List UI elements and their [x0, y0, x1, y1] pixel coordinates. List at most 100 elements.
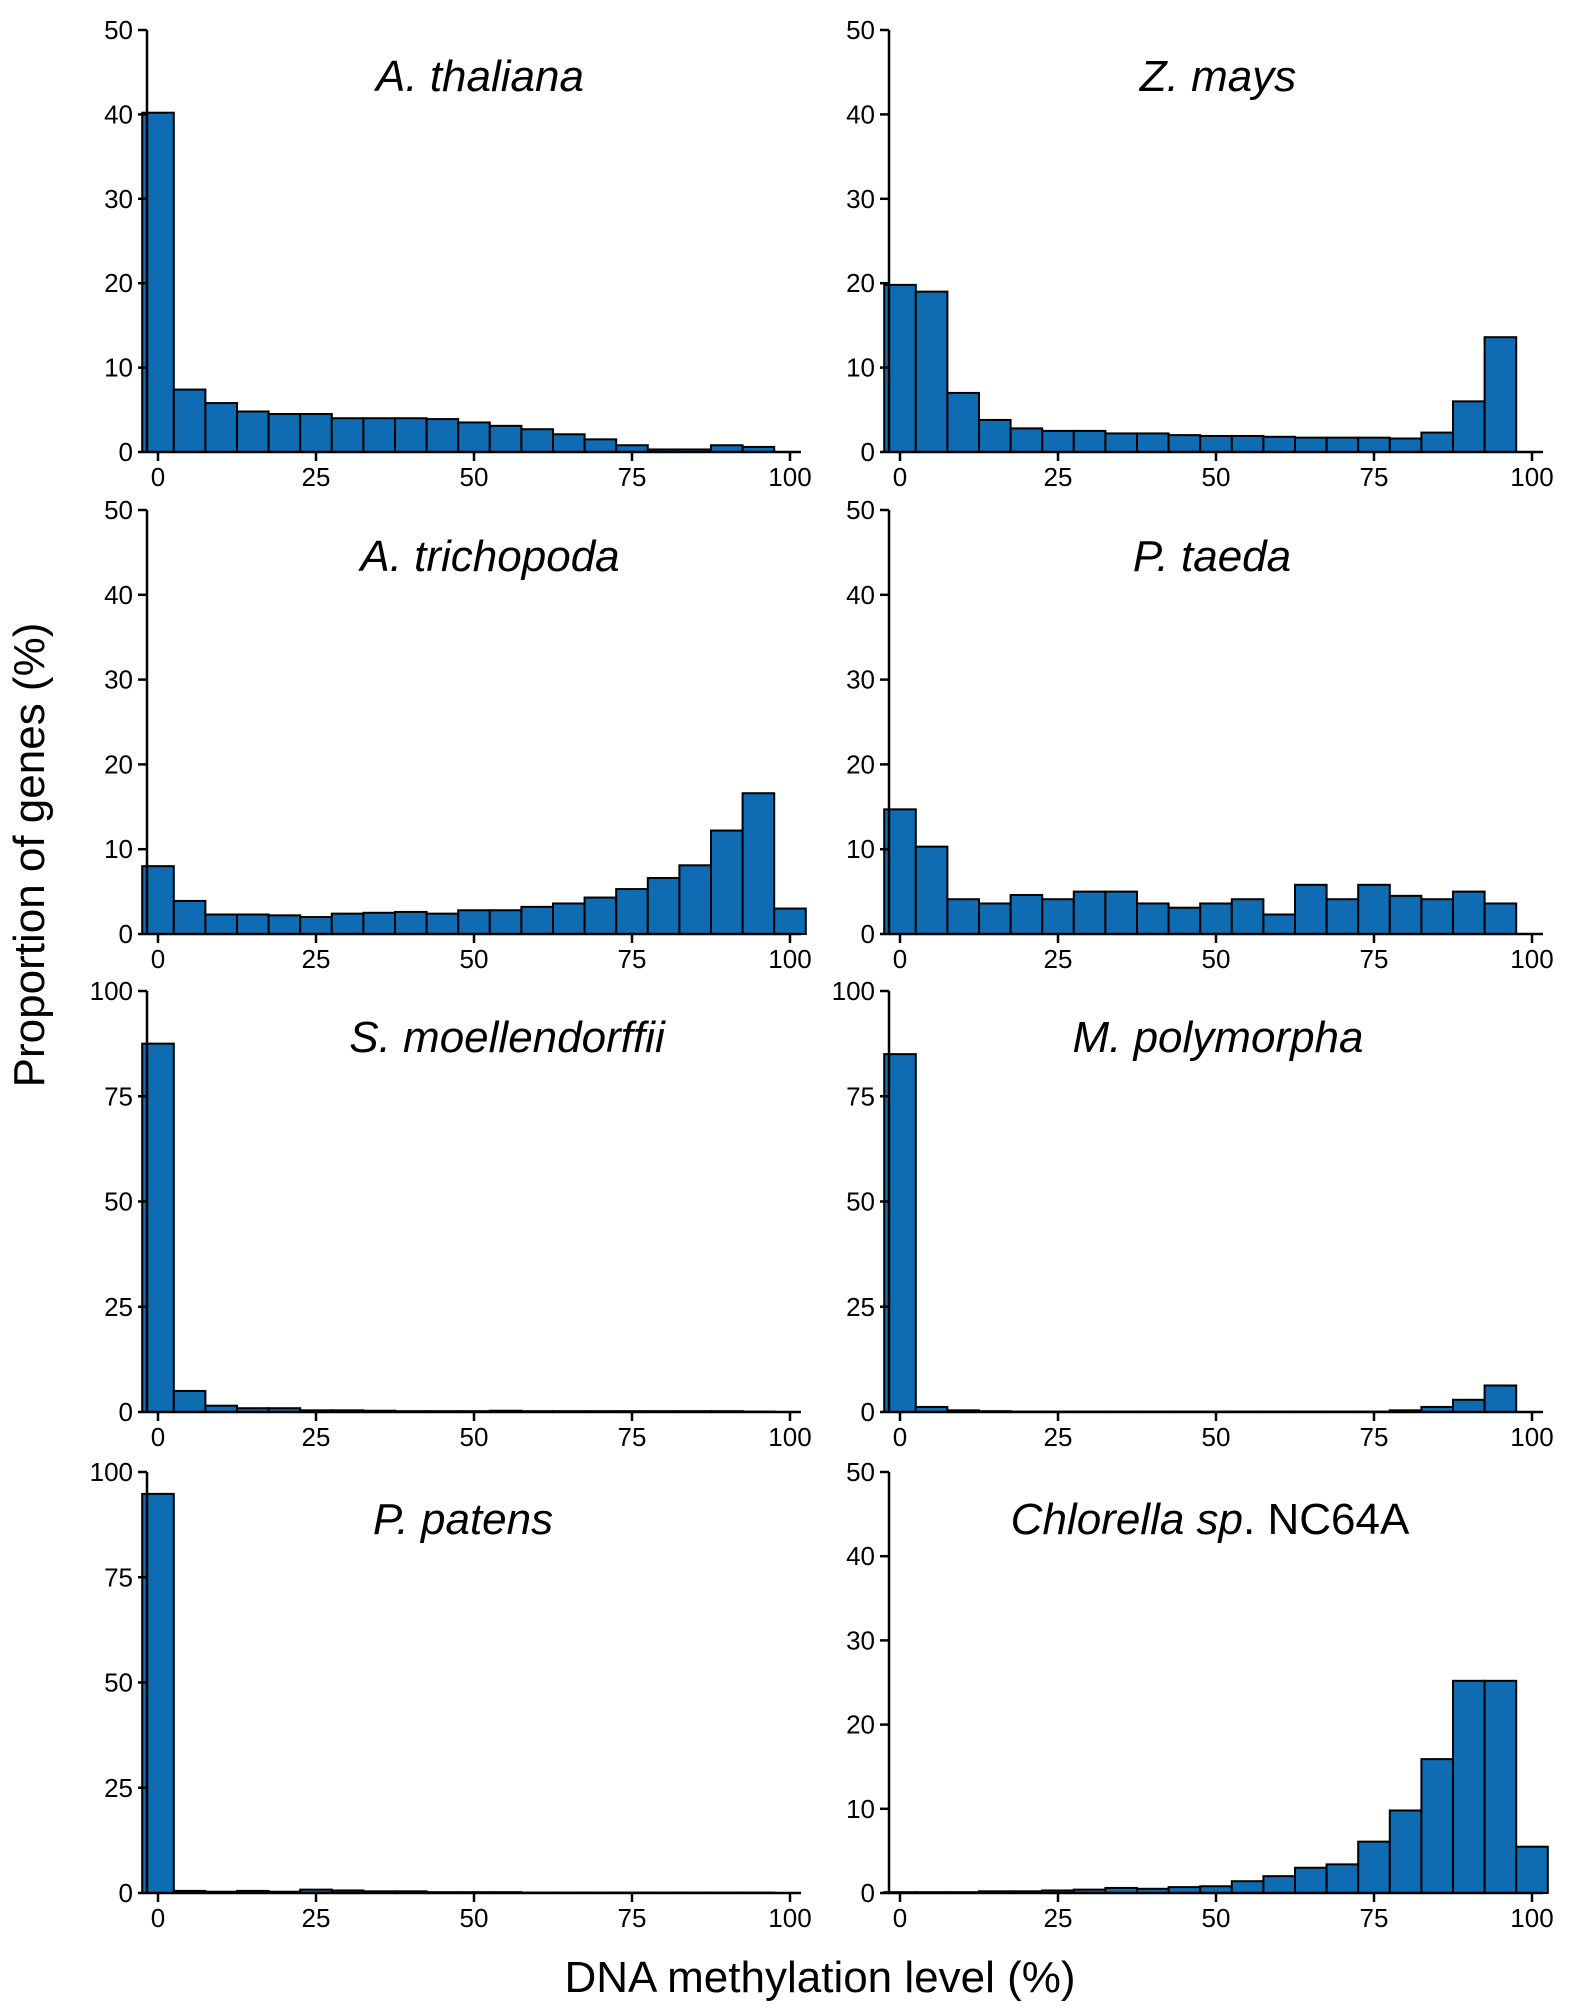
y-tick-label: 50 — [104, 15, 133, 45]
x-tick-label: 100 — [768, 1903, 811, 1933]
histogram-bar — [236, 913, 270, 935]
histogram-bar — [1167, 906, 1202, 935]
x-tick-label: 25 — [1044, 944, 1073, 974]
x-tick-label: 75 — [1360, 1903, 1389, 1933]
histogram-bar — [172, 1389, 207, 1413]
y-tick-label: 10 — [846, 353, 875, 383]
y-tick-label: 20 — [846, 268, 875, 298]
x-tick-label: 0 — [151, 462, 165, 492]
panel-title: Chlorella sp. NC64A — [1011, 1495, 1410, 1544]
histogram-bar — [710, 829, 744, 936]
y-tick-label: 75 — [846, 1081, 875, 1111]
x-tick-label: 100 — [768, 1422, 811, 1452]
y-tick-label: 20 — [846, 1710, 875, 1740]
x-tick-label: 25 — [1044, 462, 1073, 492]
histogram-bar — [1294, 883, 1328, 935]
x-tick-label: 75 — [1360, 462, 1389, 492]
y-tick-label: 30 — [104, 184, 133, 214]
x-tick-label: 50 — [460, 462, 489, 492]
y-tick-label: 50 — [846, 15, 875, 45]
y-tick-label: 30 — [846, 665, 875, 695]
y-tick-label: 40 — [846, 99, 875, 129]
y-tick-label: 10 — [846, 834, 875, 864]
histogram-bar — [1325, 1863, 1360, 1894]
y-tick-label: 20 — [846, 749, 875, 779]
x-tick-label: 25 — [302, 1903, 331, 1933]
x-tick-label: 0 — [893, 944, 907, 974]
histogram-bar — [1230, 898, 1265, 935]
x-axis-title: DNA methylation level (%) — [564, 1953, 1075, 2002]
x-tick-label: 25 — [302, 462, 331, 492]
x-tick-label: 50 — [460, 1422, 489, 1452]
y-tick-label: 100 — [90, 1457, 133, 1487]
histogram-bar — [1262, 1875, 1297, 1895]
histogram-bar — [1041, 898, 1075, 935]
panel-title-suffix: . NC64A — [1243, 1495, 1410, 1544]
y-tick-label: 75 — [104, 1081, 133, 1111]
x-tick-label: 0 — [151, 1903, 165, 1933]
x-tick-label: 75 — [618, 944, 647, 974]
histogram-bar — [1009, 427, 1044, 454]
histogram-bar — [394, 910, 428, 936]
x-tick-label: 0 — [893, 462, 907, 492]
y-tick-label: 30 — [104, 665, 133, 695]
panel-title: M. polymorpha — [1072, 1013, 1363, 1062]
histogram-bar — [583, 438, 618, 453]
y-tick-label: 0 — [861, 919, 875, 949]
histogram-bar — [1357, 883, 1391, 935]
histogram-bar — [1483, 336, 1518, 453]
panel-title: P. patens — [373, 1495, 553, 1544]
histogram-bar — [1388, 894, 1423, 936]
panel-title: A. thaliana — [373, 52, 584, 101]
histogram-bar — [946, 898, 981, 935]
histogram-bar — [457, 909, 491, 935]
y-tick-label: 0 — [119, 1397, 133, 1427]
y-tick-label: 20 — [104, 749, 133, 779]
x-tick-label: 75 — [618, 1903, 647, 1933]
x-tick-label: 75 — [618, 1422, 647, 1452]
histogram-bar — [1452, 1679, 1486, 1895]
histogram-bar — [520, 905, 555, 936]
histogram-bar — [1357, 436, 1391, 454]
histogram-bar — [520, 428, 555, 454]
x-tick-label: 50 — [1202, 1422, 1231, 1452]
histogram-bar — [1262, 435, 1297, 454]
histogram-bar — [552, 433, 586, 453]
histogram-bar — [425, 912, 460, 936]
histogram-bar — [773, 907, 807, 935]
y-tick-label: 40 — [104, 99, 133, 129]
panel-title: P. taeda — [1133, 532, 1291, 581]
y-axis-title: Proportion of genes (%) — [5, 623, 54, 1088]
histogram-bar — [299, 413, 333, 453]
histogram-bar — [1515, 1845, 1549, 1894]
histogram-bar — [914, 290, 949, 454]
histogram-bar — [1262, 913, 1297, 935]
y-tick-label: 50 — [104, 495, 133, 525]
histogram-bar — [646, 877, 681, 935]
y-tick-label: 75 — [104, 1562, 133, 1592]
histogram-bar — [1325, 898, 1360, 935]
histogram-bar — [1357, 1840, 1391, 1894]
y-tick-label: 25 — [104, 1773, 133, 1803]
panel-title-species: P. taeda — [1133, 532, 1291, 581]
histogram-bar — [1104, 890, 1139, 935]
y-tick-label: 10 — [104, 834, 133, 864]
panel-title-species: S. moellendorffii — [349, 1013, 666, 1062]
histogram-bar — [362, 911, 396, 935]
x-tick-label: 100 — [768, 944, 811, 974]
x-tick-label: 0 — [151, 944, 165, 974]
y-tick-label: 40 — [104, 580, 133, 610]
histogram-bar — [236, 410, 270, 454]
y-tick-label: 40 — [846, 1541, 875, 1571]
x-tick-label: 100 — [1510, 462, 1553, 492]
histogram-bar — [425, 418, 460, 454]
y-tick-label: 0 — [861, 437, 875, 467]
histogram-bar — [1072, 429, 1107, 453]
histogram-bar — [1230, 434, 1265, 453]
histogram-bar — [978, 902, 1012, 935]
histogram-bar — [978, 418, 1012, 454]
histogram-bar — [204, 913, 238, 935]
x-tick-label: 100 — [1510, 1422, 1553, 1452]
y-tick-label: 25 — [104, 1292, 133, 1322]
y-tick-label: 50 — [846, 495, 875, 525]
